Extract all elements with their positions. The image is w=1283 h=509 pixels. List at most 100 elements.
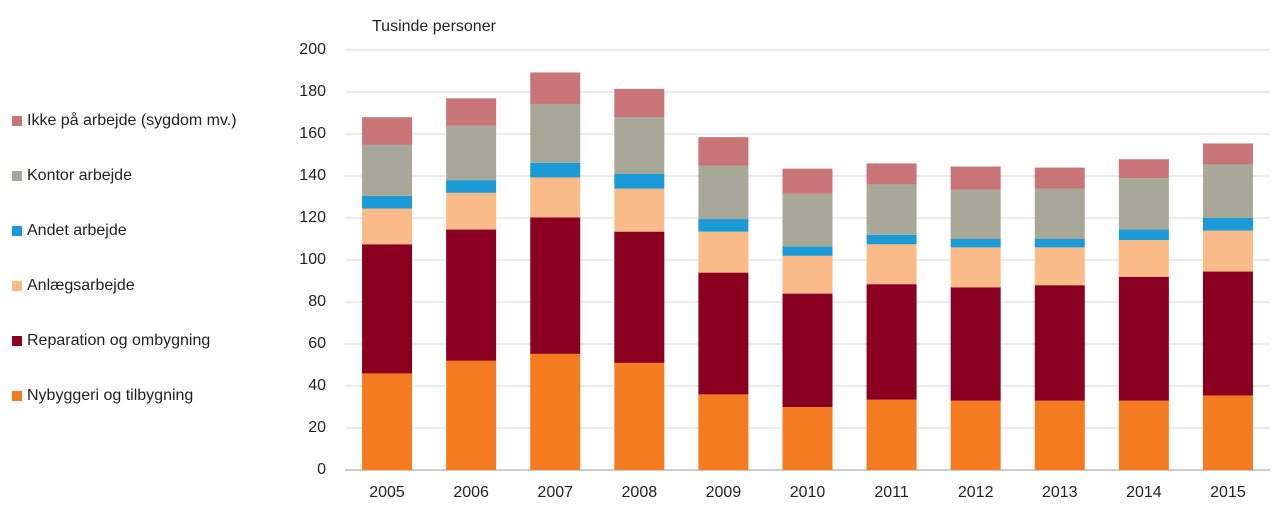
legend-label: Kontor arbejde [27,167,132,184]
x-tick-label: 2008 [622,484,658,501]
bar-segment [698,137,749,166]
legend-swatch [12,391,22,401]
x-tick-label: 2006 [453,484,489,501]
bar-segment [530,217,581,354]
bar-segment [950,287,1001,401]
bar-segment [866,234,917,245]
x-tick-label: 2009 [706,484,742,501]
bar-segment [782,255,833,294]
bar-segment [362,373,413,470]
bar-segment [782,168,833,194]
bar-segment [782,246,833,256]
bar-segment [530,103,581,163]
bar-segment [530,162,581,178]
y-tick-label: 60 [308,335,326,352]
bar-segment [1034,285,1085,401]
bar-segment [1118,159,1169,179]
bar-segment [530,177,581,218]
x-tick-label: 2015 [1210,484,1246,501]
bar-segment [530,72,581,104]
bar-segment [446,192,497,230]
bar-segment [866,244,917,285]
legend-swatch [12,226,22,236]
bar-segment [950,166,1001,190]
bar-segment [1034,239,1085,248]
bar-segment [866,184,917,235]
bar-segment [782,293,833,407]
y-tick-label: 40 [308,377,326,394]
legend-label: Anlægsarbejde [27,277,135,294]
y-tick-label: 140 [299,167,326,184]
y-tick-label: 0 [317,461,326,478]
bar-segment [1202,271,1253,396]
bar-segment [950,247,1001,288]
bar-segment [1202,395,1253,470]
bar-segment [1202,164,1253,218]
legend-swatch [12,171,22,181]
bar-segment [530,353,581,470]
legend-swatch [12,281,22,291]
bar-segment [362,117,413,145]
bar-segment [614,173,665,189]
x-tick-label: 2012 [958,484,994,501]
bar-segment [866,284,917,400]
x-tick-label: 2005 [369,484,405,501]
y-axis-label: Tusinde personer [372,18,497,35]
y-tick-label: 180 [299,83,326,100]
bar-segment [446,229,497,361]
bar-segment [362,195,413,209]
bar-segment [950,400,1001,470]
bar-segment [866,399,917,470]
bar-segment [614,231,665,363]
bar-segment [1034,400,1085,470]
bar-segment [866,163,917,185]
bar-segment [614,362,665,470]
bar-segment [362,144,413,196]
bar-segment [1202,143,1253,165]
bar-segment [1034,188,1085,239]
bar-segment [950,189,1001,239]
y-tick-label: 200 [299,41,326,58]
bar-segment [698,272,749,395]
bar-segment [1202,218,1253,231]
legend-swatch [12,336,22,346]
legend-label: Ikke på arbejde (sygdom mv.) [27,111,237,129]
bar-segment [782,407,833,470]
bar-segment [698,219,749,232]
bar-segment [1118,178,1169,230]
x-tick-label: 2010 [790,484,826,501]
bar-segment [698,165,749,220]
y-tick-label: 160 [299,125,326,142]
bar-segment [1118,400,1169,470]
bar-segment [1034,247,1085,286]
bar-segment [614,188,665,232]
bar-segment [446,360,497,470]
bar-segment [362,244,413,374]
y-tick-label: 80 [308,293,326,310]
legend-label: Andet arbejde [27,222,127,239]
bar-segment [1118,229,1169,241]
bar-segment [950,239,1001,248]
bar-segment [446,125,497,181]
legend-label: Nybyggeri og tilbygning [27,387,193,404]
y-tick-label: 120 [299,209,326,226]
bar-segment [614,117,665,174]
bar-segment [782,193,833,247]
bar-segment [698,394,749,470]
bar-segment [614,88,665,118]
bar-segment [1202,230,1253,272]
bar-segment [698,231,749,273]
legend-swatch [12,116,22,126]
y-tick-label: 20 [308,419,326,436]
bar-segment [446,98,497,126]
bar-segment [1118,276,1169,401]
y-tick-label: 100 [299,251,326,268]
bar-segment [1034,167,1085,189]
bar-segment [1118,240,1169,277]
x-tick-label: 2014 [1126,484,1162,501]
bar-segment [446,180,497,193]
x-tick-label: 2011 [874,484,909,501]
x-tick-label: 2013 [1042,484,1078,501]
legend-label: Reparation og ombygning [27,332,210,349]
